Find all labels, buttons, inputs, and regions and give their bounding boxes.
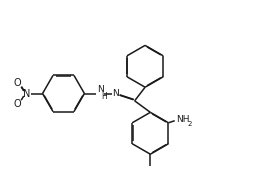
Text: O: O <box>14 78 21 88</box>
Text: NH: NH <box>176 115 189 124</box>
Text: N: N <box>97 85 103 94</box>
Text: H: H <box>101 91 107 100</box>
Text: N: N <box>23 88 31 99</box>
Text: N: N <box>112 89 119 98</box>
Text: 2: 2 <box>187 121 192 127</box>
Text: O: O <box>14 99 21 109</box>
